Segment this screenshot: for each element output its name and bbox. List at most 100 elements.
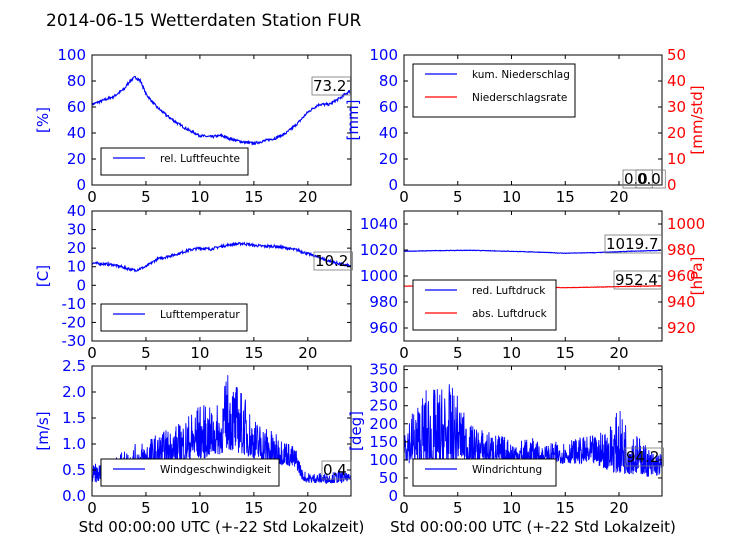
- x-tick-label: 10: [502, 188, 521, 206]
- y2-tick-label: 920: [667, 319, 696, 337]
- x-tick-label: 20: [298, 344, 317, 362]
- legend-label: red. Luftdruck: [472, 285, 546, 297]
- y-tick-label: 960: [369, 319, 398, 337]
- y-axis-label: [%]: [34, 107, 52, 133]
- precipitation-panel: 0 5 10 15 20 0 20 40 60 80 100 [mm] 0 10 20 30 40 50 [mm/s…: [344, 46, 706, 206]
- y-axis-label: [m/s]: [34, 411, 52, 450]
- y-tick-label: 200: [369, 415, 398, 433]
- x-axis-label: Std 00:00:00 UTC (+-22 Std Lokalzeit): [79, 518, 365, 536]
- windspeed-panel: 0 5 10 15 20 0.0 0.5 1.0 1.5 2.0 2.5 [m/s] Std 00:00…: [34, 357, 364, 536]
- legend-label: rel. Luftfeuchte: [160, 153, 240, 165]
- legend-label: abs. Luftdruck: [472, 308, 548, 320]
- x-tick-label: 5: [453, 344, 463, 362]
- y-tick-label: 1040: [360, 215, 398, 233]
- y-tick-label: 80: [379, 72, 398, 90]
- x-tick-label: 15: [244, 499, 263, 517]
- x-tick-label: 10: [190, 344, 209, 362]
- y-tick-label: 40: [379, 124, 398, 142]
- humidity-legend: rel. Luftfeuchte: [100, 147, 249, 176]
- y2-tick-label: 960: [667, 267, 696, 285]
- winddirection-annotation-box: [624, 447, 664, 467]
- y-tick-label: 50: [379, 469, 398, 487]
- x-tick-label: 15: [556, 499, 575, 517]
- y-tick-label: 1.0: [62, 435, 86, 453]
- temperature-series-line-1: [92, 241, 351, 273]
- humidity-series-line-1: [92, 75, 351, 146]
- pressure-panel: 0 5 10 15 20 960 980 1000 1020 1040 920 940 960 980 10…: [360, 210, 706, 362]
- legend-box: [100, 458, 280, 487]
- y2-tick-label: 10: [667, 150, 686, 168]
- winddirection-series-line-1: [404, 384, 662, 477]
- x-tick-label: 15: [556, 188, 575, 206]
- y-tick-label: 250: [369, 397, 398, 415]
- legend-box: [100, 303, 248, 332]
- y-tick-label: 0.0: [62, 487, 86, 505]
- x-tick-label: 5: [141, 499, 151, 517]
- y-tick-label: 1.5: [62, 409, 86, 427]
- y-tick-label: 0: [76, 176, 86, 194]
- y-tick-label: 100: [57, 46, 86, 64]
- winddirection-plot-area: [404, 384, 662, 477]
- x-tick-label: 0: [87, 499, 97, 517]
- chart-title: 2014-06-15 Wetterdaten Station FUR: [46, 11, 362, 31]
- y2-tick-label: 30: [667, 98, 686, 116]
- y-tick-label: 0.5: [62, 461, 86, 479]
- temperature-plot-area: [92, 241, 351, 273]
- x-tick-label: 20: [609, 499, 628, 517]
- y-tick-label: 350: [369, 361, 398, 379]
- y-axis-label: [deg]: [347, 411, 365, 451]
- y-tick-label: 60: [379, 98, 398, 116]
- y-tick-label: 2.0: [62, 383, 86, 401]
- y-tick-label: 40: [67, 124, 86, 142]
- humidity-annotation: 73.2: [313, 77, 346, 95]
- x-tick-label: 10: [190, 499, 209, 517]
- temperature-legend: Lufttemperatur: [100, 303, 248, 332]
- windspeed-annotation: 0.4: [323, 461, 347, 479]
- x-tick-label: 0: [399, 344, 409, 362]
- y-tick-label: 80: [67, 72, 86, 90]
- y2-tick-label: 940: [667, 293, 696, 311]
- y-tick-label: 300: [369, 379, 398, 397]
- y-axis-label: [mm]: [344, 100, 362, 141]
- x-tick-label: 0: [87, 188, 97, 206]
- precipitation-annotation: 0.0: [637, 170, 661, 188]
- x-tick-label: 20: [609, 344, 628, 362]
- y2-tick-label: 50: [667, 46, 686, 64]
- y2-tick-label: 40: [667, 72, 686, 90]
- x-tick-label: 10: [502, 499, 521, 517]
- humidity-annotation-box: [311, 76, 351, 96]
- x-tick-label: 10: [190, 188, 209, 206]
- windspeed-annotation-box: [321, 460, 352, 480]
- y2-tick-label: 20: [667, 124, 686, 142]
- x-tick-label: 0: [399, 188, 409, 206]
- y-tick-label: -10: [62, 295, 87, 313]
- y2-tick-label: 1000: [667, 215, 705, 233]
- humidity-panel: 0 5 10 15 20 0 20 40 60 80 100 [%] rel. Luftfeuchte 7…: [34, 46, 352, 206]
- temperature-annotation-box: [313, 251, 353, 271]
- precipitation-plot-frame: [403, 54, 663, 186]
- x-tick-label: 20: [298, 499, 317, 517]
- precipitation-annotation-box: [635, 169, 666, 189]
- pressure-annotation: 1019.7: [606, 235, 659, 253]
- pressure-series-line-1: [404, 249, 662, 254]
- windspeed-series-line-1: [92, 375, 351, 485]
- y-tick-label: -30: [62, 332, 87, 350]
- temperature-panel: 0 5 10 15 20-30-20-10010203040[C]Lufttempera…: [34, 202, 353, 362]
- legend-label: kum. Niederschlag: [472, 69, 570, 81]
- y-tick-label: 2.5: [62, 357, 86, 375]
- legend-label: Lufttemperatur: [160, 309, 240, 321]
- windspeed-plot-area: [92, 375, 351, 485]
- x-tick-label: 5: [141, 188, 151, 206]
- windspeed-legend: Windgeschwindigkeit: [100, 458, 280, 487]
- y-tick-label: -20: [62, 313, 87, 331]
- y-tick-label: 100: [369, 46, 398, 64]
- y-axis-label: [C]: [34, 265, 52, 287]
- legend-box: [412, 63, 576, 118]
- x-tick-label: 15: [244, 188, 263, 206]
- pressure-legend: red. Luftdruck abs. Luftdruck: [412, 279, 557, 331]
- y-tick-label: 20: [67, 150, 86, 168]
- humidity-plot-frame: [91, 54, 352, 186]
- y-tick-label: 30: [67, 221, 86, 239]
